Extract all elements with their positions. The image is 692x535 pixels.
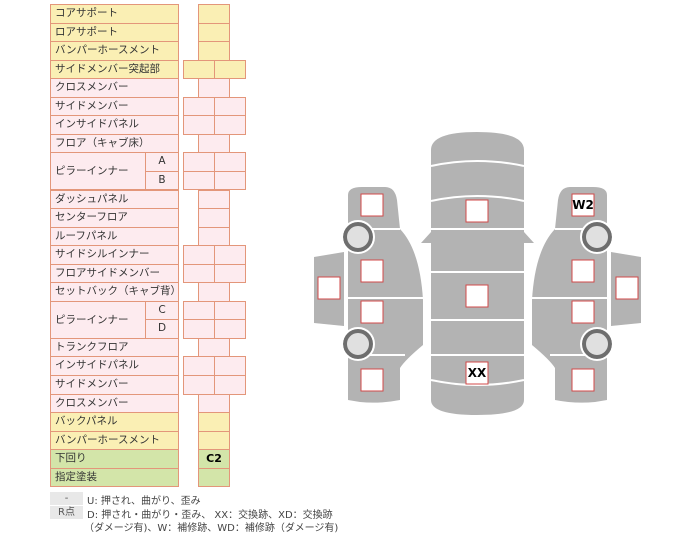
row-label: クロスメンバー	[50, 78, 179, 98]
row-label: フロア（キャブ床）	[50, 133, 179, 154]
inspection-box-right[interactable]	[214, 115, 246, 135]
inspection-box-right[interactable]	[214, 59, 246, 80]
inspection-box-right[interactable]	[214, 170, 246, 191]
damage-box-right[interactable]	[571, 300, 595, 324]
damage-box-right[interactable]	[615, 276, 639, 300]
wheel-icon	[582, 222, 612, 252]
row-label: バックパネル	[50, 412, 179, 432]
row-label: 指定塗装	[50, 467, 179, 488]
damage-box-right[interactable]	[571, 259, 595, 283]
inspection-box-right[interactable]	[214, 263, 246, 284]
legend-key-dash: -	[50, 492, 83, 505]
row-label: ピラーインナー	[50, 152, 146, 191]
row-sublabel: C	[145, 300, 179, 321]
damage-box-left[interactable]	[360, 368, 384, 392]
row-label: インサイドパネル	[50, 115, 179, 135]
row-sublabel: A	[145, 152, 179, 172]
inspection-box[interactable]: C2	[198, 449, 230, 469]
damage-box-center[interactable]	[465, 284, 489, 308]
wheel-icon	[343, 222, 373, 252]
inspection-box-right[interactable]	[214, 319, 246, 339]
legend-text-u: U: 押され、曲がり、歪み	[87, 496, 201, 507]
damage-box-left[interactable]	[360, 300, 384, 324]
damage-box-right[interactable]	[571, 368, 595, 392]
wheel-icon	[582, 329, 612, 359]
damage-box-right[interactable]: W2	[571, 193, 595, 217]
legend-text-d: D: 押され・曲がり・歪み、 XX：交換跡、XD：交換跡	[87, 510, 333, 521]
damage-box-center[interactable]	[465, 199, 489, 223]
legend-key-r: R点	[50, 506, 83, 519]
inspection-box[interactable]	[198, 467, 230, 488]
row-label: ピラーインナー	[50, 300, 146, 339]
wheel-icon	[343, 329, 373, 359]
damage-box-left[interactable]	[360, 193, 384, 217]
row-label: サイドメンバー	[50, 96, 179, 117]
row-label: フロアサイドメンバー	[50, 263, 179, 284]
row-label: クロスメンバー	[50, 393, 179, 414]
row-label: サイドメンバー突起部	[50, 59, 179, 80]
damage-box-left[interactable]	[317, 276, 341, 300]
inspection-box-right[interactable]	[214, 375, 246, 395]
row-label: サイドシルインナー	[50, 245, 179, 265]
row-label: バンパーホースメント	[50, 41, 179, 61]
damage-code: XX	[468, 366, 487, 380]
row-label: バンパーホースメント	[50, 430, 179, 451]
damage-box-center[interactable]: XX	[465, 361, 489, 385]
legend-text-d2: （ダメージ有)、W：補修跡、WD：補修跡（ダメージ有)	[84, 523, 339, 534]
car-center-top-view	[421, 132, 534, 415]
damage-code: W2	[572, 198, 594, 212]
row-label: センターフロア	[50, 208, 179, 228]
damage-box-left[interactable]	[360, 259, 384, 283]
